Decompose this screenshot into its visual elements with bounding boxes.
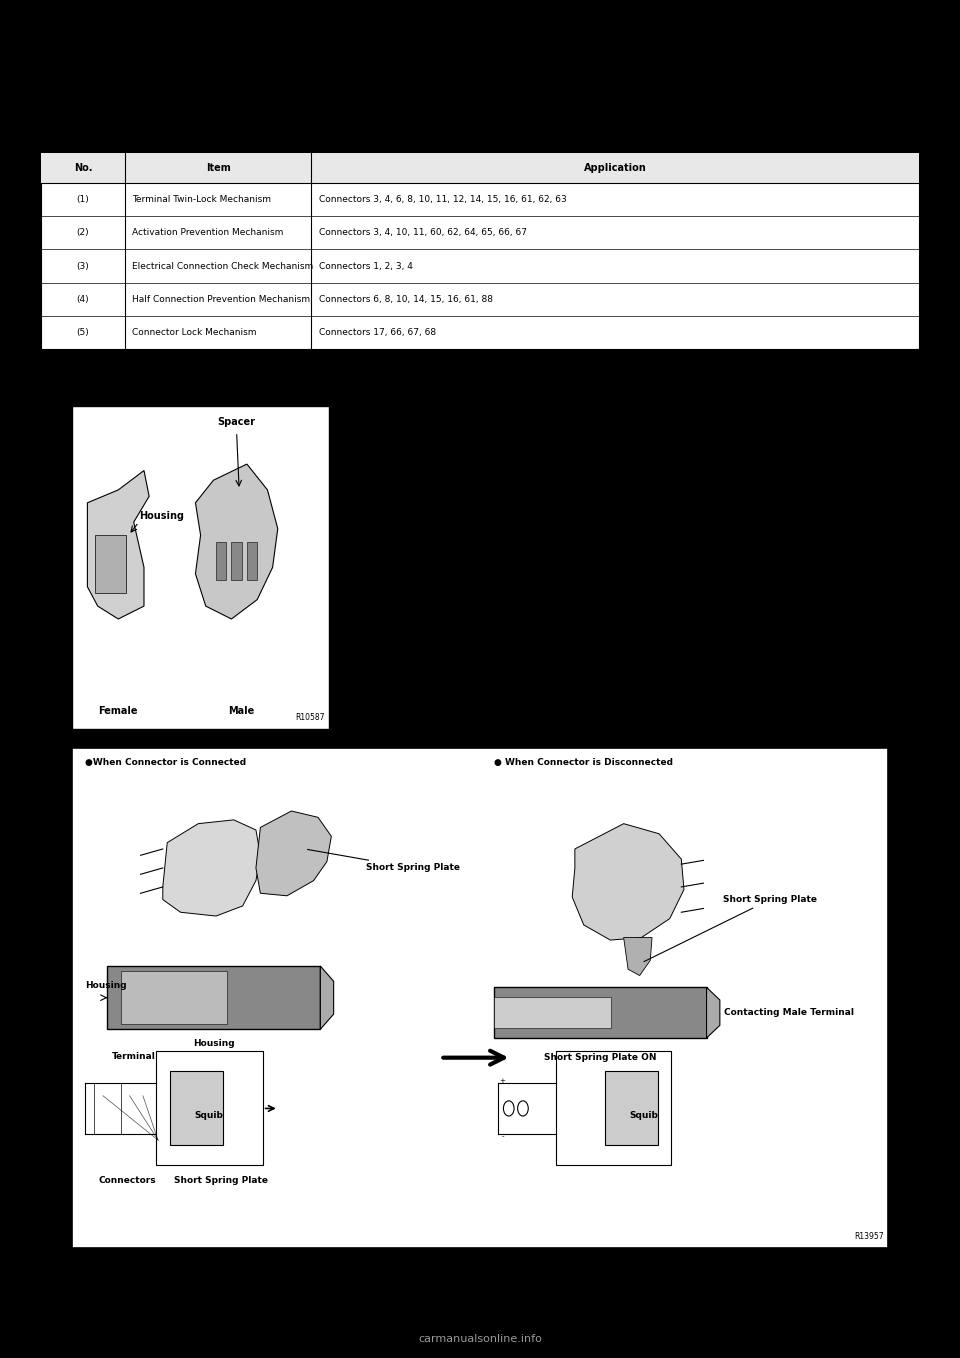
Text: Squib: Squib [629,1111,658,1120]
Text: SUPPLEMENTAL RESTRAINT SYSTEM  –  SUPPLEMENTAL RESTRAINT SYSTEM: SUPPLEMENTAL RESTRAINT SYSTEM – SUPPLEME… [323,62,637,72]
Bar [121,971,228,1024]
Text: Application: Application [584,163,647,172]
Polygon shape [256,811,331,896]
Text: sisting of a housing and a spacer. This design en-: sisting of a housing and a spacer. This … [404,557,645,565]
Text: ing devices (the retainer and the lance) to prevent: ing devices (the retainer and the lance)… [404,599,653,607]
Bar [216,542,227,580]
Text: Electrical Connection Check Mechanism: Electrical Connection Check Mechanism [132,262,314,270]
Text: ables the terminal to be locked securely by two lock-: ables the terminal to be locked securely… [404,577,662,587]
Bar [72,748,888,1248]
Text: (3): (3) [77,262,89,270]
Text: Squib: Squib [194,1111,223,1120]
Bar [605,1071,658,1145]
Text: (1)   Terminal twin-lock mechanism:: (1) Terminal twin-lock mechanism: [404,515,566,524]
Text: Connectors 17, 66, 67, 68: Connectors 17, 66, 67, 68 [319,327,436,337]
Text: ●When Connector is Connected: ●When Connector is Connected [85,758,247,767]
Bar [156,1051,263,1165]
Text: Short Spring Plate ON: Short Spring Plate ON [544,1054,657,1062]
Text: guish them from other connectors. The connectors hav-: guish them from other connectors. The co… [404,383,678,391]
Text: Connectors 6, 8, 10, 14, 15, 16, 61, 88: Connectors 6, 8, 10, 14, 15, 16, 61, 88 [319,295,492,304]
Text: No.: No. [74,163,92,172]
Polygon shape [196,464,277,619]
Text: (5): (5) [77,327,89,337]
Text: Short Spring Plate: Short Spring Plate [644,895,817,961]
Text: (2)   Activation prevention mechanism:: (2) Activation prevention mechanism: [404,650,582,659]
Polygon shape [624,937,652,975]
Bar [41,153,919,349]
Polygon shape [572,824,684,940]
Text: +: + [499,1078,506,1084]
Text: -: - [501,1134,504,1139]
Bar [72,406,329,729]
Bar [247,542,257,580]
Text: Each connector contains a short spring plate. When: Each connector contains a short spring p… [404,671,657,680]
Text: the connector is disconnected, the short spring: the connector is disconnected, the short… [404,693,636,701]
Text: (4): (4) [77,295,89,304]
Text: Male: Male [228,706,254,716]
Text: Housing: Housing [139,511,184,520]
Text: Spacer: Spacer [218,417,255,428]
Text: Housing: Housing [85,980,127,990]
Bar [231,542,242,580]
Text: 60-4: 60-4 [41,67,69,77]
Text: ing special functions and specifically designed for the: ing special functions and specifically d… [404,403,669,413]
Bar [41,153,919,183]
Bar [493,987,707,1038]
Bar [170,1071,223,1145]
Text: Each connector has a two-piece component con-: Each connector has a two-piece component… [404,535,643,545]
Text: (2): (2) [77,228,89,238]
Text: Half Connection Prevention Mechanism: Half Connection Prevention Mechanism [132,295,310,304]
Bar [108,966,321,1029]
Text: Short Spring Plate: Short Spring Plate [174,1176,268,1184]
Text: Connector Lock Mechanism: Connector Lock Mechanism [132,327,256,337]
Text: R13957: R13957 [854,1232,883,1241]
Polygon shape [87,470,149,619]
Text: Connectors 1, 2, 3, 4: Connectors 1, 2, 3, 4 [319,262,413,270]
Text: ● When Connector is Disconnected: ● When Connector is Disconnected [493,758,673,767]
Text: R10587: R10587 [296,713,324,722]
Text: SRS are used in the locations shown on the previous: SRS are used in the locations shown on t… [404,424,662,433]
Text: Contacting Male Terminal: Contacting Male Terminal [724,1008,854,1017]
Text: (1): (1) [77,196,89,204]
Text: Connectors: Connectors [99,1176,156,1184]
Text: rable gold-plated terminals.: rable gold-plated terminals. [404,466,551,475]
Text: plate automatically connects positive (+) terminal: plate automatically connects positive (+… [404,713,651,722]
Bar [556,1051,671,1165]
Text: Terminal Twin-Lock Mechanism: Terminal Twin-Lock Mechanism [132,196,272,204]
Text: Female: Female [99,706,138,716]
Text: Connectors 3, 4, 10, 11, 60, 62, 64, 65, 66, 67: Connectors 3, 4, 10, 11, 60, 62, 64, 65,… [319,228,526,238]
Text: Housing: Housing [193,1039,234,1048]
Text: page to ensure high reliability. These connectors use du-: page to ensure high reliability. These c… [404,445,683,454]
Polygon shape [707,987,720,1038]
Text: terminals from coming out.: terminals from coming out. [404,619,545,629]
Text: Short Spring Plate: Short Spring Plate [307,850,460,872]
Text: Connectors 3, 4, 6, 8, 10, 11, 12, 14, 15, 16, 61, 62, 63: Connectors 3, 4, 6, 8, 10, 11, 12, 14, 1… [319,196,566,204]
Text: Item: Item [206,163,230,172]
Text: (a)   All connectors for the SRS are colored in yellow to distin-: (a) All connectors for the SRS are color… [404,361,684,371]
Bar [493,998,611,1028]
Text: AVENSIS REPAIR MANUAL  (RM1161E): AVENSIS REPAIR MANUAL (RM1161E) [41,1298,210,1308]
Polygon shape [163,820,260,917]
Text: Activation Prevention Mechanism: Activation Prevention Mechanism [132,228,283,238]
Text: carmanualsonline.info: carmanualsonline.info [418,1335,542,1344]
Polygon shape [321,966,334,1029]
Text: Terminal: Terminal [112,1052,156,1061]
Text: and negative (-) terminal of the squib.: and negative (-) terminal of the squib. [404,733,595,743]
Bar [95,535,126,593]
Bar [3,532,22,672]
